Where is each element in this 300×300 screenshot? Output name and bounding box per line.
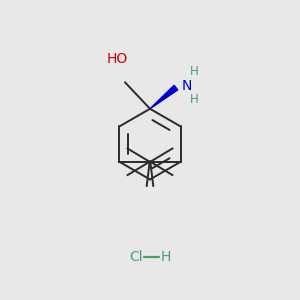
Polygon shape bbox=[150, 85, 178, 109]
Text: N: N bbox=[181, 79, 192, 93]
Text: Cl: Cl bbox=[129, 250, 142, 265]
Text: H: H bbox=[190, 65, 199, 78]
Text: HO: HO bbox=[107, 52, 128, 66]
Text: H: H bbox=[160, 250, 171, 265]
Text: H: H bbox=[190, 93, 199, 106]
